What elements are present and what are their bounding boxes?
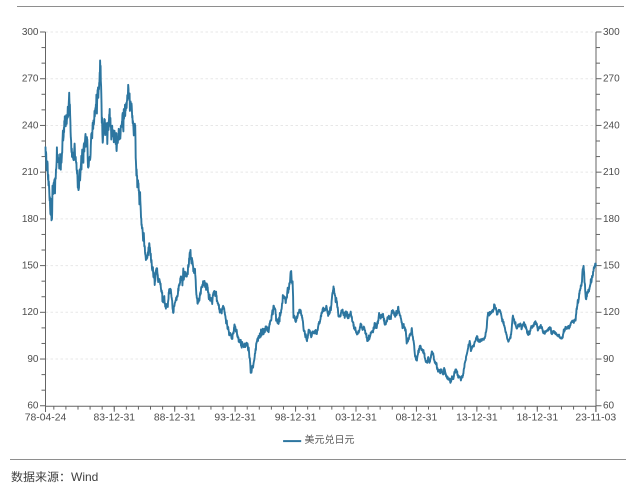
svg-text:120: 120 [603, 307, 620, 318]
svg-text:Wind: Wind [71, 470, 98, 484]
svg-text:13-12-31: 13-12-31 [456, 413, 498, 424]
svg-text:98-12-31: 98-12-31 [275, 413, 317, 424]
svg-text:270: 270 [22, 74, 39, 85]
svg-text:23-11-03: 23-11-03 [575, 413, 616, 424]
svg-text:270: 270 [603, 74, 620, 85]
svg-text:88-12-31: 88-12-31 [154, 413, 196, 424]
svg-text:93-12-31: 93-12-31 [214, 413, 256, 424]
svg-text:210: 210 [603, 167, 620, 178]
svg-text:150: 150 [22, 261, 39, 272]
svg-text:180: 180 [603, 214, 620, 225]
svg-text:210: 210 [22, 167, 39, 178]
svg-text:90: 90 [603, 354, 615, 365]
svg-text:120: 120 [22, 307, 39, 318]
svg-text:60: 60 [603, 401, 615, 412]
svg-text:60: 60 [27, 401, 39, 412]
svg-text:83-12-31: 83-12-31 [93, 413, 135, 424]
svg-text:78-04-24: 78-04-24 [25, 413, 67, 424]
svg-text:180: 180 [22, 214, 39, 225]
svg-text:300: 300 [603, 27, 620, 38]
svg-text:240: 240 [22, 120, 39, 131]
svg-text:240: 240 [603, 120, 620, 131]
svg-text:08-12-31: 08-12-31 [396, 413, 438, 424]
svg-text:150: 150 [603, 261, 620, 272]
svg-text:18-12-31: 18-12-31 [517, 413, 559, 424]
svg-text:03-12-31: 03-12-31 [335, 413, 377, 424]
svg-text:300: 300 [22, 27, 39, 38]
svg-text:90: 90 [27, 354, 39, 365]
